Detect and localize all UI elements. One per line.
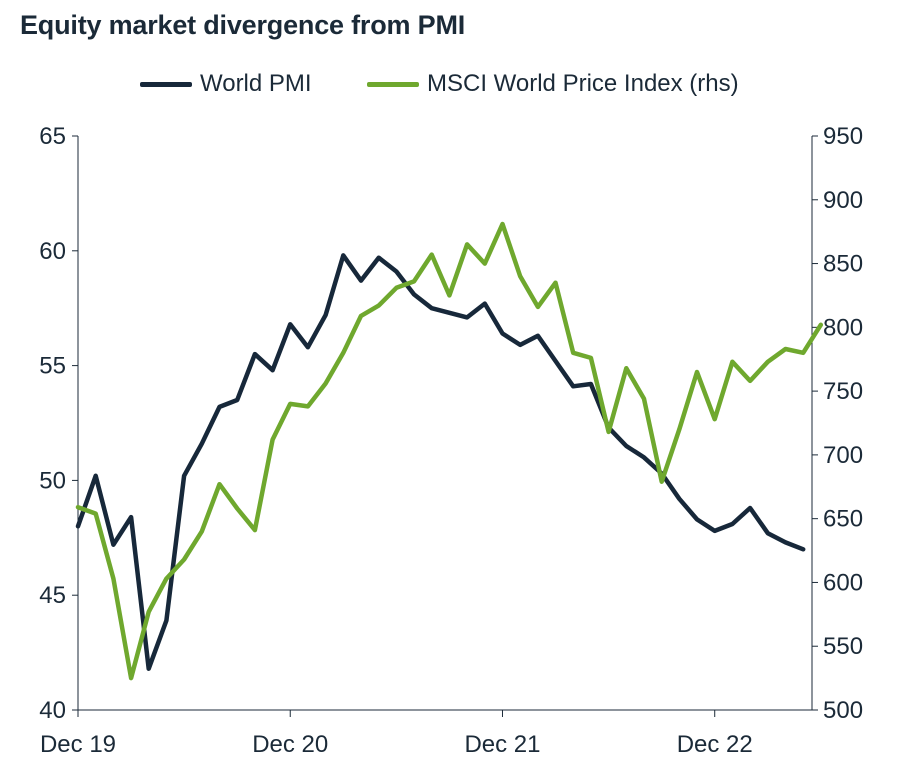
right-tick-label: 850 <box>823 251 863 278</box>
x-tick-label: Dec 20 <box>252 731 328 758</box>
left-tick-label: 60 <box>39 238 66 265</box>
right-tick-label: 650 <box>823 506 863 533</box>
left-tick-label: 50 <box>39 467 66 494</box>
chart-axes: 40 45 50 55 60 65 500 550 600 650 700 750 800 850 900 9… <box>39 123 863 758</box>
right-tick-label: 550 <box>823 633 863 660</box>
right-tick-label: 900 <box>823 187 863 214</box>
chart-lines <box>75 221 824 681</box>
legend-item-msci-world: MSCI World Price Index (rhs) <box>367 70 739 98</box>
series-line-world-pmi <box>75 253 806 671</box>
left-tick-label: 40 <box>39 697 66 724</box>
left-tick-label: 65 <box>39 123 66 150</box>
right-tick-label: 600 <box>823 569 863 596</box>
left-tick-label: 45 <box>39 582 66 609</box>
series-line-msci-world <box>75 221 824 681</box>
chart-legend: World PMI MSCI World Price Index (rhs) <box>0 70 900 106</box>
right-tick-label: 700 <box>823 442 863 469</box>
legend-swatch-world-pmi <box>140 81 192 87</box>
x-tick-label: Dec 22 <box>677 731 753 758</box>
x-tick-label: Dec 19 <box>40 731 116 758</box>
legend-label-msci-world: MSCI World Price Index (rhs) <box>427 70 739 97</box>
chart-title: Equity market divergence from PMI <box>20 10 466 40</box>
right-tick-label: 750 <box>823 378 863 405</box>
legend-item-world-pmi: World PMI <box>140 70 312 98</box>
right-tick-label: 500 <box>823 697 863 724</box>
x-tick-label: Dec 21 <box>464 731 540 758</box>
left-tick-label: 55 <box>39 353 66 380</box>
legend-swatch-msci-world <box>367 81 419 87</box>
right-tick-label: 800 <box>823 314 863 341</box>
right-tick-label: 950 <box>823 123 863 150</box>
legend-label-world-pmi: World PMI <box>200 70 312 97</box>
